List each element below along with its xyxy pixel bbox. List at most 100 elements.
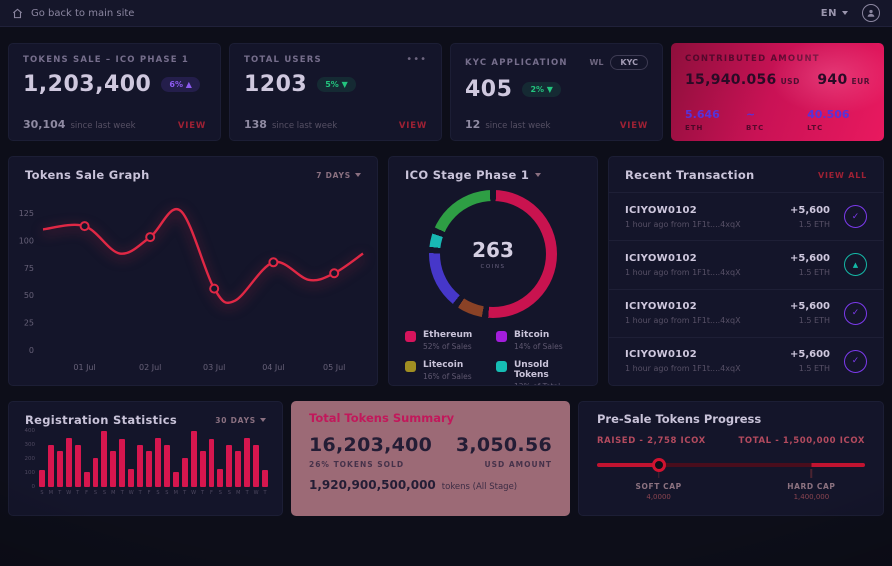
bar-label: S (40, 490, 44, 496)
kyc-view-link[interactable]: VIEW (619, 121, 648, 131)
user-avatar[interactable] (862, 4, 880, 22)
bar-label: W (191, 490, 197, 496)
bar[interactable] (235, 451, 242, 487)
bar[interactable] (190, 431, 197, 487)
transaction-time: 1 hour ago from 1F1t....4xqX (625, 364, 741, 374)
coin-unit: LTC (807, 124, 824, 132)
bar[interactable] (128, 469, 135, 487)
check-circle-icon[interactable]: ✓ (844, 205, 867, 229)
total-users-delta-note: since last week (271, 121, 338, 131)
transaction-amount: +5,600 (789, 204, 830, 216)
bar[interactable] (154, 438, 161, 487)
y-axis-tick: 100 (24, 470, 36, 476)
total-users-badge[interactable]: 5% ▼ (317, 77, 356, 92)
triangle-circle-icon[interactable]: ▲ (844, 253, 867, 277)
bar-label: S (227, 490, 231, 496)
bar[interactable] (137, 445, 144, 487)
bar[interactable] (262, 470, 268, 487)
recent-transaction-panel: Recent Transaction VIEW ALL ICIYOW0102 1 … (608, 156, 884, 386)
legend-sub: 14% of Sales (514, 342, 563, 351)
data-point-marker[interactable] (329, 268, 340, 279)
soft-cap-stem (657, 469, 660, 478)
coin-value: 5.646 (685, 108, 720, 121)
hard-cap-label: HARD CAP (787, 482, 836, 491)
bar[interactable] (244, 438, 251, 487)
more-options-icon[interactable]: ••• (406, 54, 427, 65)
legend-text: Unsold Tokens 12% of Total Tokens (514, 360, 581, 385)
data-point-marker[interactable] (209, 283, 220, 294)
transaction-amounts: +5,600 1.5 ETH (790, 349, 830, 373)
bar-label: W (253, 490, 259, 496)
bar[interactable] (119, 439, 126, 487)
transaction-row[interactable]: ICIYOW0102 1 hour ago from 1F1t....4xqX +5… (609, 290, 883, 338)
kyc-delta: 12 (465, 118, 481, 131)
bar[interactable] (163, 445, 170, 487)
slider-knob[interactable] (651, 458, 666, 472)
legend-swatch (496, 331, 507, 342)
transaction-row[interactable]: ICIYOW0102 1 hour ago from 1F1t....4xqX +5… (609, 338, 883, 385)
y-axis-tick: 25 (24, 319, 34, 328)
bar[interactable] (47, 445, 54, 487)
transaction-row[interactable]: ICIYOW0102 1 hour ago from 1F1t....4xqX +5… (609, 193, 883, 242)
data-point-marker[interactable] (79, 221, 90, 232)
registration-statistics-panel: Registration Statistics 30 DAYS 400 300 20… (8, 401, 283, 516)
language-selector[interactable]: EN (821, 8, 848, 19)
bar[interactable] (253, 445, 260, 487)
transaction-eth: 1.5 ETH (798, 316, 830, 326)
home-icon[interactable] (12, 8, 23, 19)
y-axis-tick: 100 (19, 236, 34, 245)
presale-progress-panel: Pre-Sale Tokens Progress RAISED - 2,758 … (578, 401, 884, 516)
back-to-main-site-link[interactable]: Go back to main site (31, 7, 135, 19)
y-axis-tick: 75 (24, 264, 34, 273)
transaction-row[interactable]: ICIYOW0102 1 hour ago from 1F1t....4xqX +5… (609, 241, 883, 290)
transaction-time: 1 hour ago from 1F1t....4xqX (625, 267, 741, 277)
transaction-id: ICIYOW0102 (625, 349, 698, 361)
bar[interactable] (199, 451, 206, 487)
chevron-down-icon[interactable] (535, 173, 542, 177)
presale-progress-slider: SOFT CAP 4,0000 HARD CAP 1,400,000 (597, 458, 865, 501)
all-stage-tokens-value: 1,920,900,500,000 (309, 478, 436, 492)
sale-graph-range-dropdown[interactable]: 7 DAYS (316, 171, 361, 180)
registration-range-dropdown[interactable]: 30 DAYS (215, 416, 266, 425)
bar[interactable] (101, 431, 108, 487)
bar-label: S (218, 490, 222, 496)
bar[interactable] (110, 451, 117, 487)
view-all-link[interactable]: VIEW ALL (817, 170, 867, 180)
bar[interactable] (56, 451, 63, 487)
transaction-info: ICIYOW0102 1 hour ago from 1F1t....4xqX (625, 301, 741, 325)
tokens-sale-graph-panel: Tokens Sale Graph 7 DAYS 0 25 50 75 100 125 01… (8, 156, 378, 386)
chevron-down-icon (842, 11, 848, 15)
bar[interactable] (39, 470, 45, 487)
bar[interactable] (146, 451, 152, 487)
bar[interactable] (65, 438, 72, 487)
data-point-marker[interactable] (145, 232, 156, 243)
kyc-badge[interactable]: 2% ▼ (522, 82, 561, 97)
bar-label: S (156, 490, 160, 496)
bar[interactable] (208, 439, 215, 487)
check-circle-icon[interactable]: ✓ (844, 349, 867, 373)
hard-cap-value: 1,400,000 (793, 493, 830, 501)
y-axis-tick: 0 (31, 484, 36, 490)
data-point-marker[interactable] (268, 257, 279, 268)
legend-item: Unsold Tokens 12% of Total Tokens (496, 360, 581, 385)
bar[interactable] (226, 445, 233, 487)
bar[interactable] (83, 472, 90, 487)
total-users-view-link[interactable]: VIEW (398, 121, 427, 131)
bar[interactable] (181, 458, 188, 487)
tokens-sale-view-link[interactable]: VIEW (177, 121, 206, 131)
bar[interactable] (217, 469, 224, 487)
check-circle-icon[interactable]: ✓ (844, 301, 867, 325)
tokens-sale-badge[interactable]: 6% ▲ (161, 77, 200, 92)
total-tokens-summary-panel: Total Tokens Summary 16,203,400 26% TOKE… (291, 401, 570, 516)
tab-wl[interactable]: WL (589, 58, 604, 67)
y-axis-tick: 125 (19, 209, 34, 218)
tokens-sale-delta-note: since last week (70, 121, 136, 131)
slider-track[interactable] (597, 463, 865, 467)
transactions-list: ICIYOW0102 1 hour ago from 1F1t....4xqX +5… (609, 193, 883, 385)
bar[interactable] (172, 472, 179, 487)
bar[interactable] (92, 458, 99, 487)
bar-label: S (93, 490, 98, 496)
topbar: Go back to main site EN (0, 0, 892, 27)
bar[interactable] (74, 445, 81, 487)
tab-kyc[interactable]: KYC (610, 55, 648, 70)
